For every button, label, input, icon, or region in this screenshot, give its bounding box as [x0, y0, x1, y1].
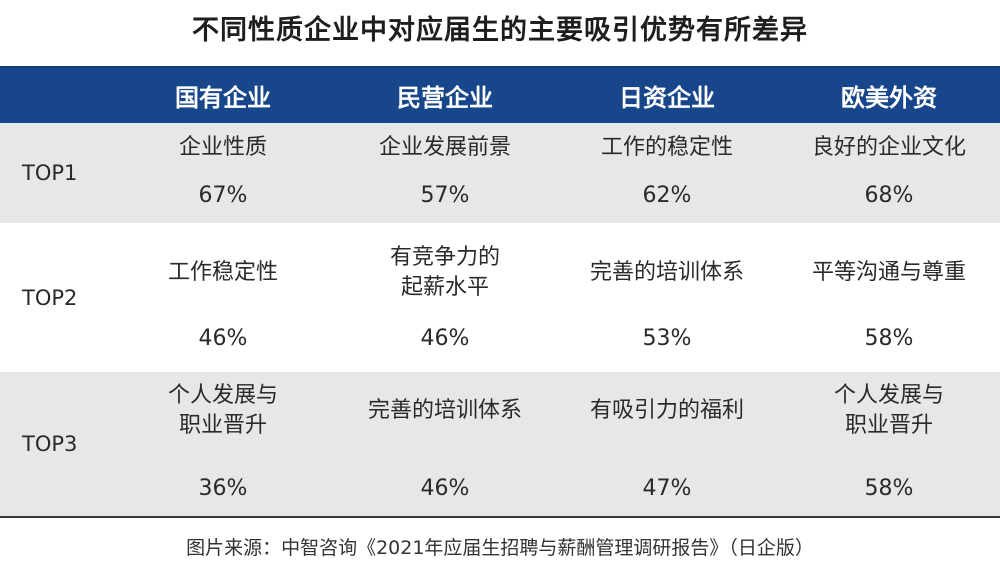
percent-value: 36% — [198, 476, 248, 501]
table-cell: 有吸引力的福利 47% — [556, 372, 778, 516]
percent-value: 67% — [198, 183, 248, 208]
header-japanese: 日资企业 — [619, 84, 715, 112]
table-cell: 完善的培训体系 46% — [334, 372, 556, 516]
factor-text: 工作稳定性 — [167, 260, 278, 285]
table-cell: 个人发展与 职业晋升 58% — [778, 372, 1000, 516]
table-cell: 有竞争力的 起薪水平 46% — [334, 223, 556, 372]
percent-value: 46% — [198, 326, 248, 351]
table-cell: 平等沟通与尊重 58% — [778, 223, 1000, 372]
header-western: 欧美外资 — [841, 84, 937, 112]
factor-text: 完善的培训体系 — [367, 398, 522, 423]
table-cell: 完善的培训体系 53% — [556, 223, 778, 372]
rank-label: TOP3 — [22, 432, 78, 456]
header-private: 民营企业 — [397, 84, 493, 112]
factor-text: 个人发展与 职业晋升 — [167, 383, 278, 438]
percent-value: 53% — [642, 326, 692, 351]
table-cell: 工作的稳定性 62% — [556, 123, 778, 223]
rank-label: TOP2 — [22, 285, 78, 310]
chart-title: 不同性质企业中对应届生的主要吸引优势有所差异 — [192, 15, 808, 46]
table-cell: 个人发展与 职业晋升 36% — [112, 372, 334, 516]
table-cell: 良好的企业文化 68% — [778, 123, 1000, 223]
percent-value: 68% — [864, 183, 914, 208]
factor-text: 企业发展前景 — [378, 135, 511, 160]
rank-label: TOP1 — [22, 161, 78, 185]
table-row-top2: TOP2 工作稳定性 46% 有竞争力的 起薪水平 46% 完善的培训体系 53… — [0, 223, 1000, 372]
factor-text: 良好的企业文化 — [811, 135, 966, 160]
percent-value: 47% — [642, 476, 692, 501]
source-note: 图片来源：中智咨询《2021年应届生招聘与薪酬管理调研报告》（日企版） — [186, 537, 814, 559]
factor-text: 企业性质 — [178, 135, 267, 160]
percent-value: 62% — [642, 183, 692, 208]
percent-value: 46% — [420, 476, 470, 501]
table-header: 国有企业 民营企业 日资企业 欧美外资 — [0, 68, 1000, 123]
table-cell: 企业发展前景 57% — [334, 123, 556, 223]
factor-text: 有吸引力的福利 — [589, 398, 744, 423]
factor-text: 有竞争力的 起薪水平 — [389, 245, 500, 300]
table-cell: 工作稳定性 46% — [112, 223, 334, 372]
comparison-table: 国有企业 民营企业 日资企业 欧美外资 TOP1 企业性质 67% 企业发展前景… — [0, 66, 1000, 518]
factor-text: 个人发展与 职业晋升 — [833, 383, 944, 438]
table-cell: 企业性质 67% — [112, 123, 334, 223]
table-row-top1: TOP1 企业性质 67% 企业发展前景 57% 工作的稳定性 62% 良好的企… — [0, 123, 1000, 223]
header-state-owned: 国有企业 — [175, 84, 271, 112]
percent-value: 57% — [420, 183, 470, 208]
percent-value: 58% — [864, 326, 914, 351]
factor-text: 完善的培训体系 — [589, 260, 744, 285]
percent-value: 58% — [864, 476, 914, 501]
percent-value: 46% — [420, 326, 470, 351]
table-row-top3: TOP3 个人发展与 职业晋升 36% 完善的培训体系 46% 有吸引力的福利 … — [0, 372, 1000, 516]
factor-text: 工作的稳定性 — [600, 135, 733, 160]
factor-text: 平等沟通与尊重 — [811, 260, 966, 285]
